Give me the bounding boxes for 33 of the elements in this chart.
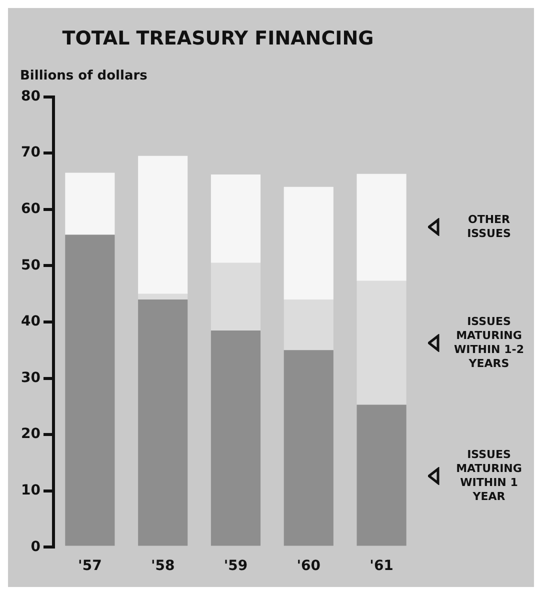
y-tick-label: 30 [21, 370, 41, 386]
bar [210, 174, 261, 263]
chart-title: TOTAL TREASURY FINANCING [62, 27, 374, 50]
bar [356, 404, 406, 546]
x-tick-label: '59 [224, 558, 248, 574]
bar [138, 156, 188, 294]
bar [356, 174, 406, 281]
text: ISSUES MATURING WITHIN 1-2 YEARS [453, 314, 525, 371]
x-tick-label: '57 [78, 558, 102, 574]
bar [138, 294, 188, 300]
bar [210, 330, 261, 546]
y-tick-label: 10 [21, 482, 41, 499]
bar [284, 299, 334, 350]
bar [65, 234, 115, 546]
x-tick-label: '61 [370, 558, 394, 574]
y-tick-label: 20 [21, 426, 41, 442]
y-tick-label: 40 [21, 314, 41, 330]
y-tick-label: 70 [21, 144, 41, 161]
y-tick-label: 60 [21, 201, 41, 218]
y-tick-label: 80 [21, 88, 41, 104]
bar [138, 299, 188, 546]
bar [65, 172, 115, 235]
bar [210, 262, 261, 330]
x-tick-label: '60 [296, 558, 321, 574]
text: ISSUES MATURING WITHIN 1 YEAR [455, 448, 523, 504]
text: OTHER ISSUES [466, 213, 512, 242]
y-axis-title: Billions of dollars [20, 68, 148, 84]
bar [284, 350, 334, 546]
y-tick-label: 0 [30, 538, 41, 555]
y-tick-label: 50 [21, 257, 41, 274]
bar [284, 186, 334, 300]
bar [356, 280, 406, 405]
x-tick-label: '58 [150, 558, 175, 574]
